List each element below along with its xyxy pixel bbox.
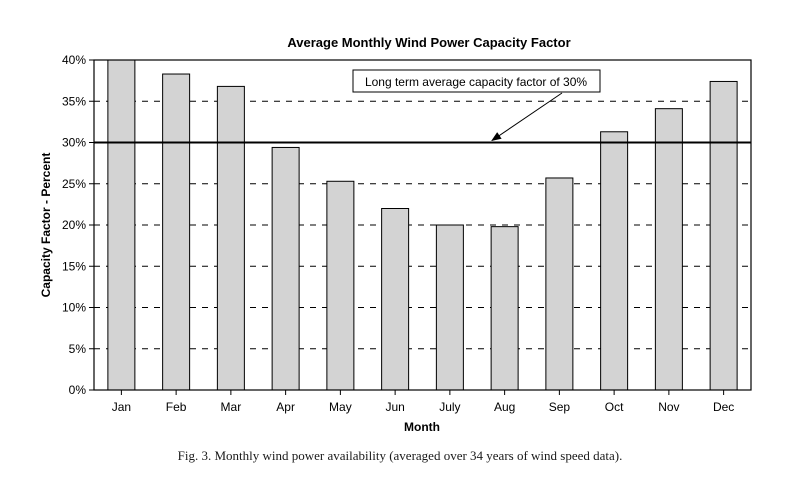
x-tick-label: Apr — [276, 400, 295, 414]
y-tick-label: 40% — [62, 53, 86, 67]
x-tick-label: Mar — [221, 400, 242, 414]
bar-aug — [490, 226, 519, 391]
y-tick-label: 15% — [62, 259, 86, 273]
bar-dec — [709, 80, 738, 391]
bar-jun — [381, 208, 410, 391]
x-tick-label: Aug — [494, 400, 515, 414]
bar-chart: Average Monthly Wind Power Capacity Fact… — [39, 35, 752, 434]
bars — [107, 59, 738, 391]
figure-caption: Fig. 3. Monthly wind power availability … — [177, 448, 623, 463]
bar-nov — [654, 108, 683, 391]
chart-title: Average Monthly Wind Power Capacity Fact… — [287, 35, 570, 50]
x-tick-labels: Jan Feb Mar Apr May Jun July Aug Sep Oct Nov Dec — [112, 390, 734, 414]
x-tick-label: Sep — [549, 400, 571, 414]
bar-jan — [107, 59, 136, 391]
x-tick-label: Jan — [112, 400, 131, 414]
y-tick-label: 5% — [69, 342, 87, 356]
x-tick-label: July — [439, 400, 460, 414]
x-tick-label: Feb — [166, 400, 187, 414]
grid-lines — [94, 100, 751, 350]
bar-may — [326, 180, 355, 391]
plot-frame — [93, 59, 752, 391]
y-tick-labels: 0% 5% 10% 15% 20% 25% 30% 35% 40% — [62, 53, 94, 397]
bar-apr — [271, 146, 300, 391]
y-tick-label: 25% — [62, 177, 86, 191]
bar-mar — [216, 85, 245, 391]
annotation-arrow — [491, 92, 563, 142]
bar-oct — [600, 131, 629, 391]
y-axis-label: Capacity Factor - Percent — [39, 153, 53, 298]
y-tick-label: 10% — [62, 301, 86, 315]
bar-feb — [162, 73, 191, 391]
y-tick-label: 30% — [62, 136, 86, 150]
x-tick-label: Oct — [605, 400, 624, 414]
annotation-label: Long term average capacity factor of 30% — [365, 75, 587, 89]
x-axis-label: Month — [404, 420, 440, 434]
x-tick-label: Dec — [713, 400, 734, 414]
x-tick-label: May — [329, 400, 352, 414]
bar-sep — [545, 177, 574, 391]
y-tick-label: 0% — [69, 383, 87, 397]
annotation: Long term average capacity factor of 30% — [352, 69, 601, 142]
y-tick-label: 20% — [62, 218, 86, 232]
annotation-box — [352, 69, 601, 93]
x-tick-label: Nov — [658, 400, 679, 414]
x-tick-label: Jun — [385, 400, 404, 414]
bar-july — [435, 224, 464, 391]
y-tick-label: 35% — [62, 94, 86, 108]
